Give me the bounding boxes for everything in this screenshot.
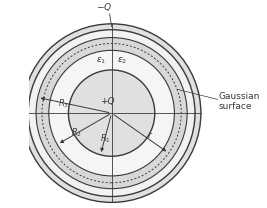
Text: $-Q$: $-Q$ — [96, 1, 112, 13]
Circle shape — [68, 70, 155, 156]
Text: +Q: +Q — [100, 97, 115, 106]
Circle shape — [28, 30, 195, 197]
Text: $R_2$: $R_2$ — [72, 126, 83, 139]
Text: $r$: $r$ — [147, 130, 153, 140]
Circle shape — [36, 38, 187, 189]
Text: $\varepsilon_2$: $\varepsilon_2$ — [117, 56, 128, 66]
Circle shape — [22, 24, 201, 202]
Text: Gaussian
surface: Gaussian surface — [219, 92, 260, 111]
Text: $R_1$: $R_1$ — [100, 132, 111, 145]
Text: $\varepsilon_1$: $\varepsilon_1$ — [96, 56, 106, 66]
Text: $R_3$: $R_3$ — [58, 97, 69, 110]
Circle shape — [49, 50, 174, 176]
